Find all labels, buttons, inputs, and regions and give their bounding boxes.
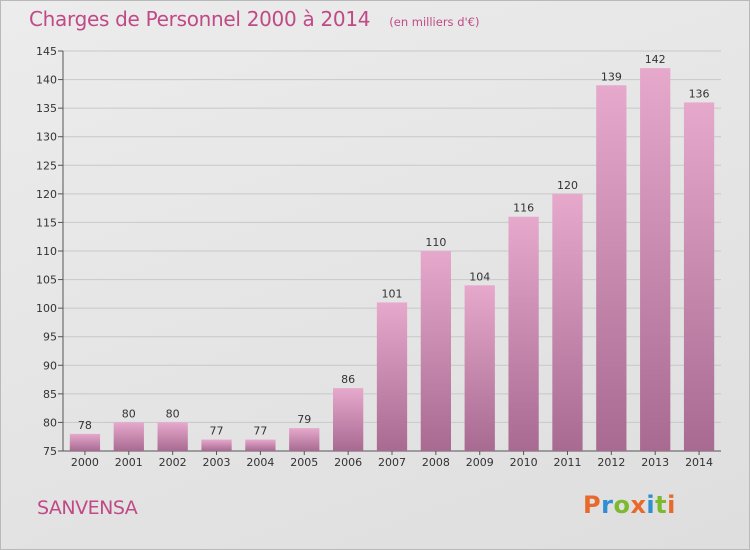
logo-letter: P bbox=[583, 491, 602, 519]
bar bbox=[508, 216, 539, 451]
x-tick-label: 2010 bbox=[510, 456, 538, 469]
bar-value-label: 136 bbox=[689, 87, 710, 100]
bar-value-label: 104 bbox=[469, 270, 490, 283]
bar bbox=[113, 422, 144, 451]
y-tick-label: 115 bbox=[36, 216, 57, 229]
y-tick-label: 100 bbox=[36, 302, 57, 315]
bar-value-label: 101 bbox=[382, 287, 403, 300]
proxiti-logo[interactable]: Proxiti bbox=[583, 491, 676, 519]
bar bbox=[201, 439, 232, 451]
bar bbox=[640, 68, 671, 452]
x-tick-label: 2006 bbox=[334, 456, 362, 469]
bar bbox=[420, 251, 452, 451]
bar-value-label: 86 bbox=[341, 373, 355, 386]
bar bbox=[552, 193, 583, 451]
y-tick-label: 80 bbox=[43, 416, 57, 429]
x-tick-labels: 2000 2001 2002 2003 2004 2005 2006 2007 2008 2009… bbox=[71, 456, 713, 469]
y-tick-label: 75 bbox=[43, 445, 57, 458]
bar bbox=[245, 439, 276, 451]
logo-letter: o bbox=[613, 491, 631, 519]
y-tick-label: 125 bbox=[36, 159, 57, 172]
bar bbox=[376, 302, 408, 451]
x-tick-label: 2009 bbox=[466, 456, 494, 469]
bar-value-label: 110 bbox=[425, 236, 446, 249]
x-tick-label: 2002 bbox=[159, 456, 187, 469]
bar-value-label: 79 bbox=[297, 413, 311, 426]
commune-name: SANVENSA bbox=[37, 497, 138, 519]
bar-value-label: 120 bbox=[557, 179, 578, 192]
x-tick-label: 2014 bbox=[685, 456, 713, 469]
y-tick-label: 85 bbox=[43, 388, 57, 401]
bar bbox=[332, 388, 364, 451]
bar bbox=[69, 433, 101, 451]
logo-letter: i bbox=[646, 491, 656, 519]
bar-value-label: 142 bbox=[645, 53, 666, 66]
y-tick-label: 140 bbox=[36, 74, 57, 87]
y-tick-label: 135 bbox=[36, 102, 57, 115]
bar-value-label: 80 bbox=[166, 407, 180, 420]
bar-value-label: 116 bbox=[513, 202, 534, 215]
bar bbox=[464, 285, 495, 451]
title-row: Charges de Personnel 2000 à 2014 (en mil… bbox=[29, 7, 479, 31]
bar bbox=[683, 102, 715, 451]
y-tick-label: 145 bbox=[36, 45, 57, 58]
y-tick-label: 130 bbox=[36, 131, 57, 144]
y-tick-label: 95 bbox=[43, 331, 57, 344]
bar-value-label: 80 bbox=[122, 407, 136, 420]
x-tick-label: 2008 bbox=[422, 456, 450, 469]
x-tick-label: 2013 bbox=[641, 456, 669, 469]
bar-value-label: 77 bbox=[253, 425, 267, 438]
y-tick-label: 90 bbox=[43, 359, 57, 372]
bar-value-label: 77 bbox=[210, 425, 224, 438]
x-tick-label: 2005 bbox=[290, 456, 318, 469]
bar-value-label: 78 bbox=[78, 419, 92, 432]
x-tick-label: 2012 bbox=[597, 456, 625, 469]
x-tick-label: 2001 bbox=[115, 456, 143, 469]
x-tick-label: 2011 bbox=[553, 456, 581, 469]
x-tick-label: 2000 bbox=[71, 456, 99, 469]
bars bbox=[69, 68, 715, 452]
bar bbox=[289, 428, 320, 451]
logo-letter: i bbox=[667, 491, 676, 519]
x-tick-label: 2007 bbox=[378, 456, 406, 469]
logo-letter: x bbox=[630, 491, 647, 519]
y-tick-labels: 75 80 85 90 95 100 105 110 115 120 125 130 135 140 145 bbox=[36, 45, 57, 458]
logo-letter: t bbox=[655, 491, 668, 519]
bar bbox=[157, 422, 188, 451]
y-tick-label: 105 bbox=[36, 274, 57, 287]
logo-letter: r bbox=[601, 491, 614, 519]
bar-value-label: 139 bbox=[601, 70, 622, 83]
x-tick-label: 2004 bbox=[246, 456, 274, 469]
x-tick-label: 2003 bbox=[203, 456, 231, 469]
y-tick-label: 110 bbox=[36, 245, 57, 258]
chart-title: Charges de Personnel 2000 à 2014 bbox=[29, 7, 371, 31]
y-tick-label: 120 bbox=[36, 188, 57, 201]
bar bbox=[596, 85, 627, 452]
chart-subtitle: (en milliers d'€) bbox=[389, 15, 480, 29]
data-labels: 78 80 80 77 77 79 86 101 110 104 116 120 139 142 136 bbox=[78, 53, 710, 437]
